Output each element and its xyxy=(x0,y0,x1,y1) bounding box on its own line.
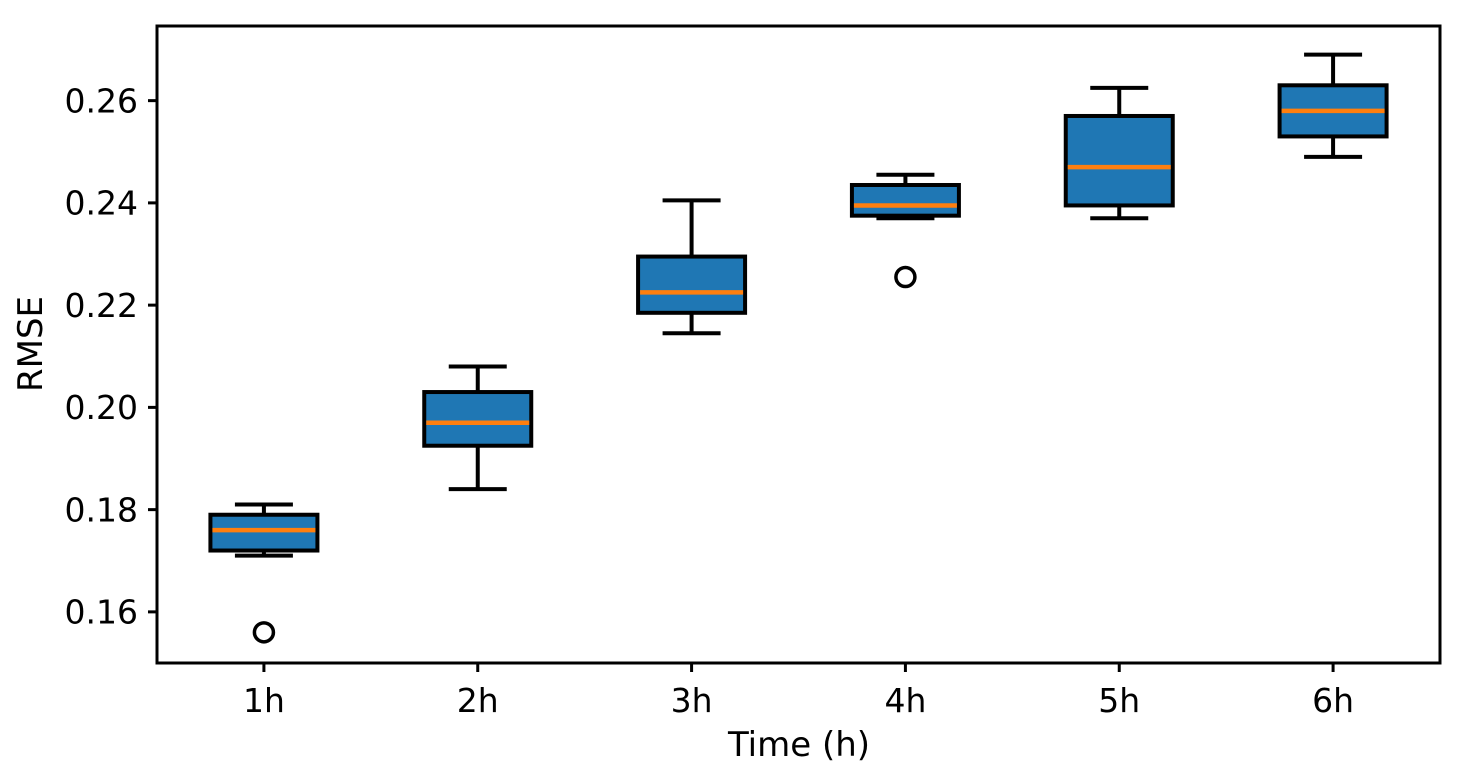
x-tick-label: 2h xyxy=(457,681,499,720)
y-tick-label: 0.18 xyxy=(65,490,138,529)
x-axis-label: Time (h) xyxy=(727,725,871,765)
y-axis-label: RMSE xyxy=(11,295,51,393)
outlier-point-4h xyxy=(894,265,917,289)
iqr-box-3h xyxy=(636,254,748,315)
iqr-box-2h xyxy=(422,390,534,448)
x-tick-label: 1h xyxy=(243,681,285,720)
y-tick-label: 0.24 xyxy=(65,184,138,223)
x-tick-label: 3h xyxy=(671,681,713,720)
iqr-box-5h xyxy=(1063,113,1175,208)
outlier-point-1h xyxy=(252,621,276,644)
iqr-box-4h xyxy=(849,182,961,218)
x-tick-label: 5h xyxy=(1098,681,1140,720)
iqr-box-1h xyxy=(208,512,320,553)
y-tick-label: 0.20 xyxy=(65,388,138,427)
y-tick-label: 0.26 xyxy=(65,81,138,120)
x-tick-label: 6h xyxy=(1312,681,1354,720)
x-tick-label: 4h xyxy=(884,681,926,720)
y-tick-label: 0.16 xyxy=(65,593,138,632)
y-tick-label: 0.22 xyxy=(65,286,138,325)
plot-frame xyxy=(155,24,1442,665)
